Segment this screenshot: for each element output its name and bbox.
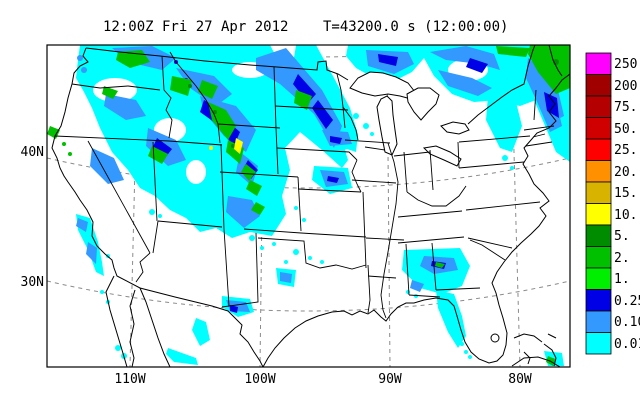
lake-michigan: [376, 95, 398, 156]
mexico-sonora-coast: [139, 287, 171, 367]
colorbar-box: [585, 246, 612, 269]
colorbar-label: 0.10: [614, 315, 640, 330]
colorbar-box: [585, 203, 612, 226]
colorbar: 250. 200. 75. 50. 25. 20. 15. 10. 5. 2. …: [585, 52, 640, 355]
precip-layer-yellow: [209, 138, 243, 154]
colorbar-box: [585, 181, 612, 204]
colorbar-labels: 250. 200. 75. 50. 25. 20. 15. 10. 5. 2. …: [614, 57, 640, 352]
colorbar-box: [585, 117, 612, 140]
bahamas-islands: [511, 333, 561, 367]
x-axis: 110W 100W 90W 80W: [114, 372, 532, 387]
colorbar-label: 5.: [614, 229, 630, 244]
colorbar-box: [585, 332, 612, 355]
colorbar-label: 75.: [614, 100, 637, 115]
colorbar-label: 0.01: [614, 337, 640, 352]
gridline-110w: [129, 45, 139, 367]
lake-ontario: [440, 121, 470, 135]
colorbar-label: 50.: [614, 122, 637, 137]
state-borders: [54, 51, 555, 319]
colorbar-box: [585, 310, 612, 333]
colorbar-label: 200.: [614, 79, 640, 94]
colorbar-label: 0.25: [614, 294, 640, 309]
colorbar-box: [585, 160, 612, 183]
y-axis-label-40n: 40N: [21, 145, 44, 160]
colorbar-label: 25.: [614, 143, 637, 158]
maine-border: [548, 45, 563, 77]
mexico-baja-coast: [105, 275, 128, 367]
colorbar-label: 15.: [614, 186, 637, 201]
us-coastline: [51, 47, 570, 367]
lake-okeechobee: [490, 333, 500, 343]
precip-layer-green: [47, 45, 570, 366]
x-axis-label-100w: 100W: [244, 372, 275, 387]
colorbar-label: 250.: [614, 57, 640, 72]
colorbar-box: [585, 224, 612, 247]
colorbar-box: [585, 289, 612, 312]
x-axis-label-80w: 80W: [508, 372, 532, 387]
y-axis-label-30n: 30N: [21, 275, 44, 290]
canada-border: [85, 47, 349, 81]
lake-erie: [422, 145, 462, 167]
plot-title-datetime: 12:00Z Fri 27 Apr 2012: [103, 19, 288, 35]
gridline-90w: [386, 45, 391, 367]
map-frame: [46, 44, 571, 368]
lake-superior: [349, 71, 416, 100]
colorbar-label: 2.: [614, 251, 630, 266]
gridline-30n: [47, 280, 570, 312]
y-axis: 40N 30N: [21, 145, 44, 290]
x-axis-label-110w: 110W: [114, 372, 145, 387]
colorbar-box: [585, 74, 612, 97]
colorbar-box: [585, 52, 612, 75]
plot-title-tvalue: T=43200.0 s (12:00:00): [323, 19, 508, 35]
colorbar-box: [585, 138, 612, 161]
colorbar-label: 1.: [614, 272, 630, 287]
map-area: [47, 45, 570, 367]
colorbar-label: 20.: [614, 165, 637, 180]
lake-huron: [406, 87, 440, 121]
coastline-borders: [51, 45, 570, 367]
mexico-baja-gulf: [129, 289, 136, 367]
gridline-80w: [510, 45, 521, 367]
colorbar-box: [585, 95, 612, 118]
great-lakes: [349, 71, 470, 167]
colorbar-box: [585, 267, 612, 290]
x-axis-label-90w: 90W: [378, 372, 402, 387]
colorbar-boxes: [585, 52, 612, 355]
colorbar-label: 10.: [614, 208, 637, 223]
st-lawrence-border: [467, 45, 536, 125]
